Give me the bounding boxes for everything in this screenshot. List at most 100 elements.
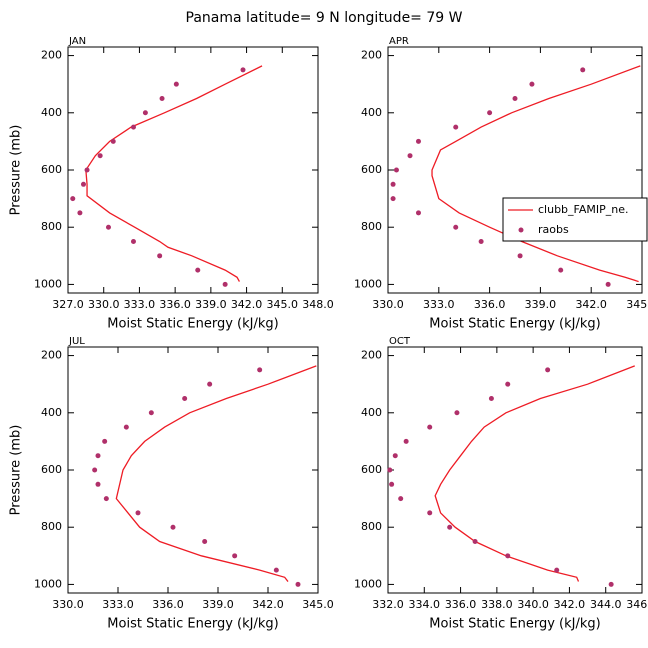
panel-label: OCT [389,336,411,347]
raob-point [232,553,238,559]
raob-point [273,567,279,573]
raob-point [392,453,398,459]
raob-point [554,567,560,573]
x-tick-label: 345.0 [302,598,334,611]
y-tick-label: 600 [361,163,382,176]
y-tick-label: 1000 [34,577,62,590]
raob-point [92,467,98,473]
panel-label: JUL [68,336,85,347]
y-tick-label: 200 [361,49,382,62]
x-tick-label: 342.0 [575,298,607,311]
y-tick-label: 600 [361,463,382,476]
x-tick-label: 333.0 [102,598,134,611]
x-tick-label: 342.0 [554,598,586,611]
x-tick-label: 336.0 [445,598,477,611]
raob-point [403,438,409,444]
model-line [431,65,641,283]
raob-point [80,181,86,187]
raob-point [558,267,564,273]
x-axis-label: Moist Static Energy (kJ/kg) [107,317,278,332]
legend-box [502,197,648,242]
x-tick-label: 333.0 [423,298,455,311]
raob-point [454,410,460,416]
raob-point [130,124,136,130]
raob-point [195,267,201,273]
y-tick-label: 600 [41,163,62,176]
y-tick-label: 400 [41,106,62,119]
y-tick-label: 200 [361,349,382,362]
raob-point [447,524,453,530]
raob-point [295,581,301,587]
raob-point [505,381,511,387]
raob-point [427,424,433,430]
raob-point [608,581,614,587]
raob-point [427,510,433,516]
raob-point [478,239,484,245]
x-tick-label: 345.0 [626,298,648,311]
raob-point [148,410,154,416]
raob-point [407,153,413,159]
raob-point [170,524,176,530]
x-tick-label: 339.0 [195,298,227,311]
raob-point [240,67,246,73]
y-tick-label: 600 [41,463,62,476]
y-tick-label: 1000 [354,277,382,290]
x-tick-label: 342.0 [231,298,263,311]
raob-point [84,167,90,173]
y-tick-label: 200 [41,349,62,362]
legend: clubb_FAMIP_ne.raobs [502,197,648,242]
model-line [115,365,317,582]
x-tick-label: 332.0 [372,598,404,611]
raob-point [580,67,586,73]
legend-swatch [518,227,524,233]
raob-point [95,481,101,487]
raob-point [505,553,511,559]
plot-frame [387,46,643,294]
raob-point [390,196,396,202]
raob-point [545,367,551,373]
panel: OCT Moist Static Energy (kJ/kg) 332.0 334.0… [354,336,648,632]
raob-point [207,381,213,387]
x-tick-label: 336.0 [152,598,184,611]
raob-point [102,438,108,444]
raob-point [157,253,163,259]
raob-point [415,138,421,144]
y-tick-label: 200 [41,49,62,62]
raob-point [95,453,101,459]
raob-point [529,81,535,87]
model-line [434,365,635,582]
x-tick-label: 333.0 [124,298,156,311]
raob-point [135,510,141,516]
y-tick-label: 1000 [34,277,62,290]
raob-point [105,224,111,230]
x-tick-label: 330.0 [372,298,404,311]
y-tick-label: 400 [361,106,382,119]
raob-point [97,153,103,159]
x-tick-label: 330.0 [88,298,120,311]
raob-point [70,196,76,202]
raob-point [488,395,494,401]
raob-point [389,481,395,487]
raob-point [453,124,459,130]
x-axis-label: Moist Static Energy (kJ/kg) [429,617,600,632]
raob-point [130,239,136,245]
raob-point [202,539,208,545]
y-tick-label: 400 [41,406,62,419]
raob-point [393,167,399,173]
x-tick-label: 339.0 [525,298,557,311]
model-line [85,65,263,282]
x-tick-label: 346.0 [626,598,648,611]
raob-point [512,95,518,101]
raob-point [398,496,404,502]
x-tick-label: 334.0 [409,598,441,611]
raob-point [453,224,459,230]
raob-point [222,281,228,287]
raob-point [387,467,393,473]
panel: JUL Moist Static Energy (kJ/kg) Pressure (… [9,336,334,632]
raob-point [159,95,165,101]
x-tick-label: 345.0 [267,298,299,311]
x-tick-label: 339.0 [202,598,234,611]
legend-label: raobs [538,223,569,236]
raob-point [415,210,421,216]
y-tick-label: 800 [361,220,382,233]
